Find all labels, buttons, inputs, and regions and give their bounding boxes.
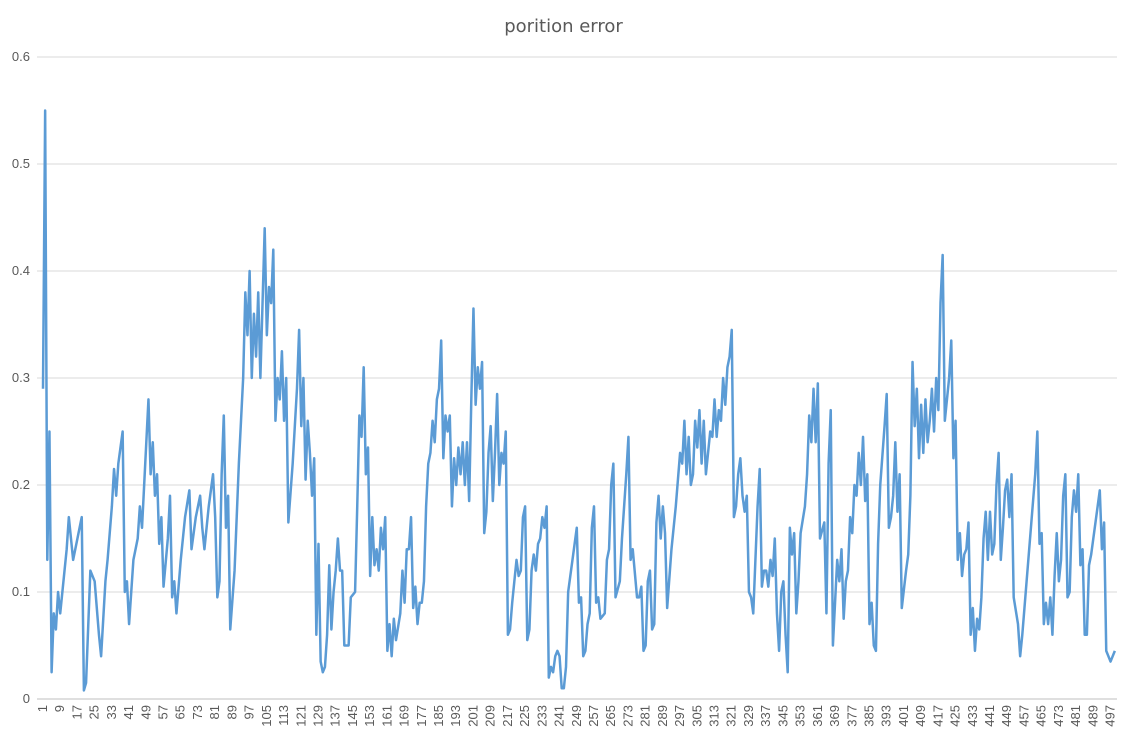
x-tick-label: 369 [827, 705, 842, 727]
x-tick-label: 265 [603, 705, 618, 727]
x-tick-label: 121 [293, 705, 308, 727]
x-tick-label: 161 [379, 705, 394, 727]
x-tick-label: 497 [1103, 705, 1118, 727]
x-tick-label: 1 [35, 705, 50, 712]
series [41, 109, 1117, 692]
x-tick-label: 425 [948, 705, 963, 727]
x-tick-label: 33 [104, 705, 119, 719]
y-tick-label: 0.3 [12, 370, 30, 385]
x-tick-label: 297 [672, 705, 687, 727]
y-tick-label: 0.2 [12, 477, 30, 492]
x-tick-label: 41 [121, 705, 136, 719]
x-tick-label: 409 [913, 705, 928, 727]
x-tick-label: 225 [517, 705, 532, 727]
x-tick-label: 457 [1016, 705, 1031, 727]
x-tick-label: 193 [448, 705, 463, 727]
x-tick-label: 185 [431, 705, 446, 727]
x-tick-label: 169 [397, 705, 412, 727]
x-tick-label: 337 [758, 705, 773, 727]
x-tick-label: 65 [173, 705, 188, 719]
x-tick-label: 217 [500, 705, 515, 727]
x-tick-label: 377 [844, 705, 859, 727]
x-tick-label: 361 [810, 705, 825, 727]
y-tick-label: 0.1 [12, 584, 30, 599]
x-tick-label: 449 [999, 705, 1014, 727]
x-tick-label: 401 [896, 705, 911, 727]
x-tick-label: 393 [879, 705, 894, 727]
x-tick-label: 433 [965, 705, 980, 727]
chart-title: porition error [504, 16, 623, 37]
x-tick-label: 25 [87, 705, 102, 719]
series-line [41, 109, 1117, 692]
x-tick-label: 209 [483, 705, 498, 727]
x-tick-label: 137 [328, 705, 343, 727]
gridlines [37, 56, 1117, 700]
x-tick-label: 17 [69, 705, 84, 719]
x-tick-label: 385 [861, 705, 876, 727]
x-tick-label: 249 [569, 705, 584, 727]
x-tick-label: 305 [689, 705, 704, 727]
x-tick-label: 153 [362, 705, 377, 727]
x-tick-label: 281 [638, 705, 653, 727]
x-tick-label: 129 [310, 705, 325, 727]
x-tick-label: 353 [793, 705, 808, 727]
x-tick-label: 273 [620, 705, 635, 727]
x-tick-label: 201 [465, 705, 480, 727]
x-tick-label: 329 [741, 705, 756, 727]
x-tick-label: 177 [414, 705, 429, 727]
x-tick-label: 313 [707, 705, 722, 727]
x-tick-label: 257 [586, 705, 601, 727]
x-tick-label: 441 [982, 705, 997, 727]
x-tick-label: 417 [930, 705, 945, 727]
x-tick-label: 345 [775, 705, 790, 727]
y-tick-label: 0.4 [12, 263, 30, 278]
x-tick-label: 57 [156, 705, 171, 719]
y-tick-label: 0 [23, 691, 30, 706]
x-tick-label: 113 [276, 705, 291, 726]
x-axis-tick-labels: 1 9 17 25 33 41 49 57 65 73 81 89 97 105 113 121 129 137 1… [35, 705, 1118, 727]
x-tick-label: 473 [1051, 705, 1066, 727]
x-tick-label: 481 [1068, 705, 1083, 727]
x-tick-label: 73 [190, 705, 205, 719]
x-tick-label: 233 [534, 705, 549, 727]
x-tick-label: 321 [724, 705, 739, 727]
x-tick-label: 465 [1034, 705, 1049, 727]
x-tick-label: 49 [138, 705, 153, 719]
x-tick-label: 9 [52, 705, 67, 712]
y-tick-label: 0.6 [12, 49, 30, 64]
x-tick-label: 145 [345, 705, 360, 727]
x-tick-label: 89 [224, 705, 239, 719]
x-tick-label: 81 [207, 705, 222, 719]
x-tick-label: 241 [552, 705, 567, 727]
y-axis-tick-labels: 0 0.1 0.2 0.3 0.4 0.5 0.6 [12, 49, 30, 706]
x-tick-label: 105 [259, 705, 274, 727]
x-tick-label: 97 [242, 705, 257, 719]
y-tick-label: 0.5 [12, 156, 30, 171]
x-tick-label: 289 [655, 705, 670, 727]
x-tick-label: 489 [1085, 705, 1100, 727]
